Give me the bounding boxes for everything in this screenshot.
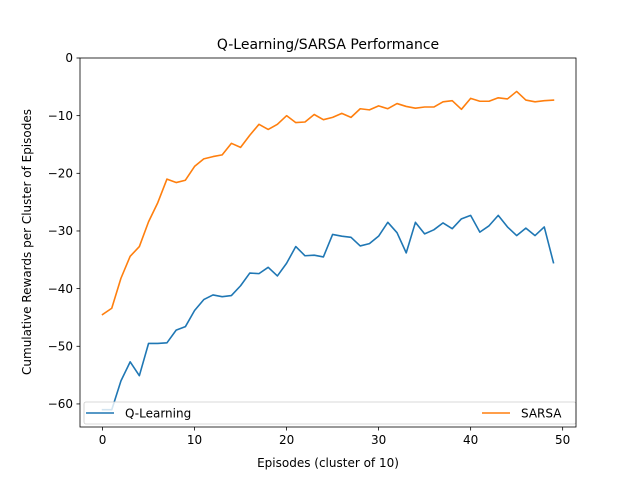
plot-area: Q-Learning SARSA <box>79 57 577 428</box>
x-tick-label: 30 <box>371 433 386 447</box>
chart-title: Q-Learning/SARSA Performance <box>217 37 439 53</box>
x-tick-label: 0 <box>99 433 107 447</box>
legend-label: Q-Learning <box>125 406 191 420</box>
y-tick-label: −30 <box>48 224 73 238</box>
y-tick-label: 0 <box>65 51 73 65</box>
x-tick-label: 20 <box>279 433 294 447</box>
y-tick-label: −60 <box>48 397 73 411</box>
x-tick-label: 50 <box>555 433 570 447</box>
plot-frame <box>79 57 577 428</box>
y-tick-label: −20 <box>48 167 73 181</box>
x-axis: 0 10 20 30 40 50 <box>99 427 570 447</box>
series-line-q-learning <box>101 214 555 411</box>
x-tick-label: 10 <box>187 433 202 447</box>
y-tick-label: −10 <box>48 109 73 123</box>
x-axis-label: Episodes (cluster of 10) <box>257 456 399 470</box>
legend: Q-Learning SARSA <box>83 401 577 425</box>
plot-background <box>80 58 576 427</box>
series-layer <box>101 90 555 411</box>
legend-label: SARSA <box>521 406 562 420</box>
y-tick-label: −50 <box>48 339 73 353</box>
y-axis: −60 −50 −40 −30 −20 −10 0 <box>48 51 80 411</box>
x-tick-label: 40 <box>463 433 478 447</box>
y-axis-label: Cumulative Rewards per Cluster of Episod… <box>20 109 34 375</box>
y-tick-label: −40 <box>48 282 73 296</box>
series-line-sarsa <box>101 90 555 316</box>
